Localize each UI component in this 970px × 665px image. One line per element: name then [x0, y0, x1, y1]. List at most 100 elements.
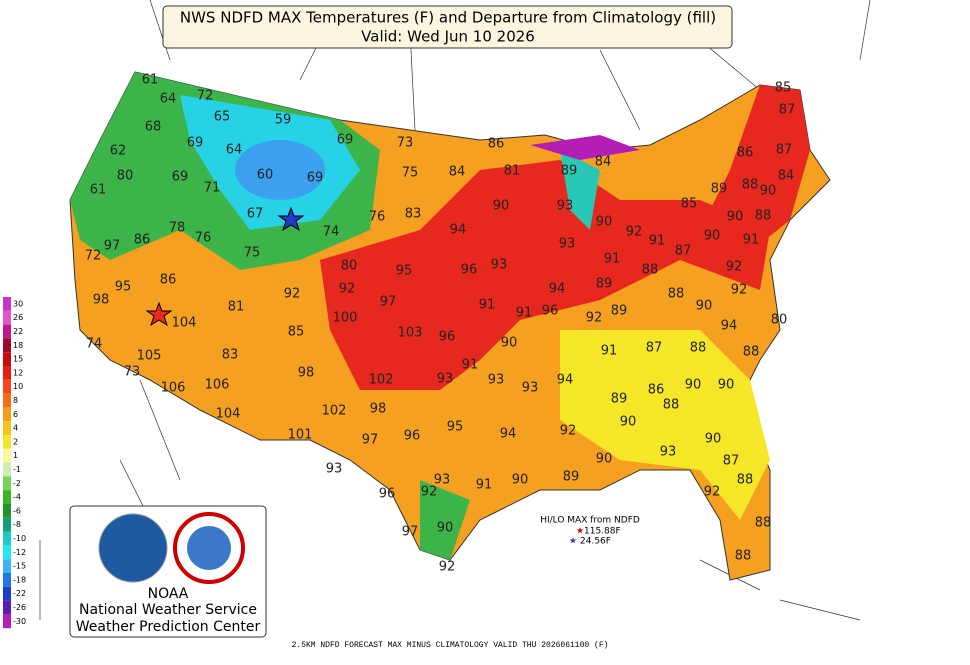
lake-michigan — [560, 150, 600, 230]
temperature: 64 — [160, 92, 177, 107]
temperature: 72 — [85, 249, 102, 264]
colorbar-swatch — [3, 517, 11, 532]
temperature: 59 — [275, 113, 292, 128]
temperature: 91 — [743, 233, 760, 248]
temperature: 94 — [721, 319, 738, 334]
colorbar-tick-label: 6 — [13, 410, 18, 419]
temperature: 91 — [476, 478, 493, 493]
temperature: 69 — [187, 136, 204, 151]
temperature: 90 — [685, 378, 702, 393]
temperature: 95 — [115, 280, 132, 295]
temperature: 80 — [341, 259, 358, 274]
colorbar-tick-label: 30 — [13, 299, 23, 308]
temperature: 93 — [491, 258, 508, 273]
temperature: 85 — [681, 197, 698, 212]
colorbar-tick-label: 22 — [13, 327, 23, 336]
temperature: 76 — [369, 210, 386, 225]
temperature: 91 — [479, 298, 496, 313]
temperature: 104 — [172, 316, 197, 331]
temperature: 69 — [172, 170, 189, 185]
colorbar-swatch — [3, 407, 11, 422]
colorbar-tick-label: -12 — [13, 548, 26, 557]
hi-star — [145, 301, 173, 327]
temperature: 92 — [726, 260, 743, 275]
colorbar-tick-label: -10 — [13, 534, 26, 543]
temperature: 97 — [380, 295, 397, 310]
temperature: 73 — [397, 136, 414, 151]
temperature: 72 — [197, 89, 214, 104]
temperature: 86 — [160, 273, 177, 288]
temperature: 94 — [450, 223, 467, 238]
temperature: 91 — [516, 306, 533, 321]
temperature: 69 — [307, 171, 324, 186]
temperature: 88 — [755, 516, 772, 531]
lo-star — [277, 206, 305, 232]
colorbar-swatch — [3, 476, 11, 491]
temperature: 60 — [257, 168, 274, 183]
colorbar-tick-label: 18 — [13, 341, 23, 350]
hilo-lo: 24.56F — [580, 537, 611, 547]
temperature: 74 — [86, 337, 103, 352]
temperature: 65 — [214, 110, 231, 125]
temperature: 92 — [439, 560, 456, 575]
temperature: 92 — [284, 287, 301, 302]
colorbar-tick-label: -18 — [13, 575, 26, 584]
temperature: 97 — [362, 433, 379, 448]
temperature: 96 — [379, 487, 396, 502]
temperature: 91 — [649, 234, 666, 249]
colorbar-swatch — [3, 297, 11, 311]
temperature: 88 — [663, 398, 680, 413]
temperature: 96 — [461, 263, 478, 278]
logo-line1: National Weather Service — [79, 602, 257, 618]
temperature: 68 — [145, 120, 162, 135]
temperature: 100 — [333, 311, 358, 326]
temperature: 91 — [601, 344, 618, 359]
temperature: 64 — [226, 143, 243, 158]
temperature: 73 — [124, 365, 141, 380]
colorbar-tick-label: 1 — [13, 451, 18, 460]
colorbar-tick-label: 12 — [13, 368, 23, 377]
temperature: 93 — [660, 445, 677, 460]
colorbar-tick-label: -4 — [13, 493, 21, 502]
temperature: 94 — [500, 427, 517, 442]
temperature: 61 — [142, 73, 159, 88]
temperature: 106 — [161, 381, 186, 396]
temperature: 86 — [488, 137, 505, 152]
temperature: 90 — [493, 199, 510, 214]
temperature: 89 — [611, 304, 628, 319]
colorbar: 30 26 22 18 15 12 10 8 6 4 2 1 -1 -2 -4 -6 -8 -10 -12 -15 -1… — [3, 297, 26, 629]
temperature: 88 — [742, 178, 759, 193]
hi-marker: ★ — [576, 527, 584, 537]
temperature: 90 — [620, 415, 637, 430]
temperature: 80 — [771, 313, 788, 328]
temperature: 90 — [727, 210, 744, 225]
cold-core — [235, 140, 325, 200]
temperature: 86 — [648, 383, 665, 398]
temperature: 86 — [737, 146, 754, 161]
colorbar-swatch — [3, 435, 11, 449]
temperature: 84 — [449, 165, 466, 180]
temperature: 90 — [437, 521, 454, 536]
temperature: 71 — [204, 181, 221, 196]
colorbar-swatch — [3, 545, 11, 560]
temperature: 91 — [462, 358, 479, 373]
temperature: 98 — [298, 366, 315, 381]
temperature: 81 — [228, 300, 245, 315]
temperature: 93 — [559, 237, 576, 252]
temperature: 85 — [775, 81, 792, 96]
temperature: 90 — [718, 378, 735, 393]
temperature: 87 — [675, 244, 692, 259]
temperature: 90 — [696, 299, 713, 314]
temperature: 90 — [705, 432, 722, 447]
colorbar-swatch — [3, 393, 11, 408]
temperature: 90 — [596, 215, 613, 230]
hot-region — [320, 160, 770, 390]
temperature: 98 — [370, 402, 387, 417]
temperature: 103 — [398, 326, 423, 341]
colorbar-tick-label: -30 — [13, 617, 26, 626]
temperature: 84 — [595, 155, 612, 170]
temperature: 92 — [560, 424, 577, 439]
temperature: 92 — [421, 485, 438, 500]
